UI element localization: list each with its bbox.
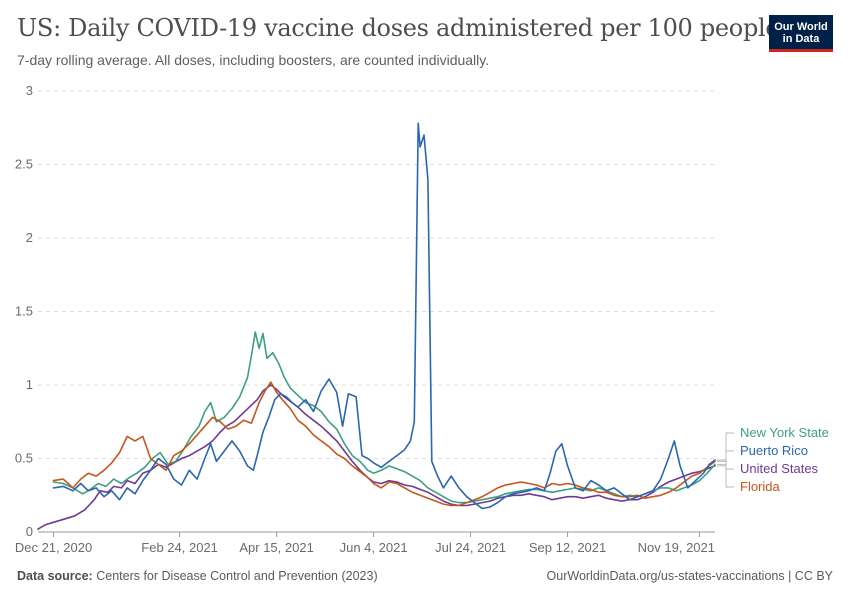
x-tick-label: Nov 19, 2021 [638, 540, 715, 555]
legend-connector-new-york-state [717, 432, 734, 465]
logo-line-1: Our World [774, 21, 828, 33]
legend-label-florida: Florida [740, 479, 781, 494]
x-tick-label: Jul 24, 2021 [435, 540, 506, 555]
data-source-text: Centers for Disease Control and Preventi… [96, 569, 378, 583]
x-tick-label: Sep 12, 2021 [529, 540, 606, 555]
y-tick-label: 0.5 [15, 451, 33, 466]
axis-layer: 0 0.5 1 1.5 2 2.5 3 Dec 21, 2020 Feb 24, 2021 Apr… [15, 83, 715, 555]
series-line-florida [52, 381, 716, 507]
x-tick-label: Jun 4, 2021 [340, 540, 408, 555]
y-tick-label: 3 [26, 83, 33, 98]
legend-connector-florida [717, 460, 734, 488]
legend-label-puerto-rico: Puerto Rico [740, 443, 808, 458]
legend-connector-puerto-rico [717, 450, 734, 461]
x-tick-label: Apr 15, 2021 [239, 540, 313, 555]
data-source: Data source: Centers for Disease Control… [17, 569, 378, 583]
chart-title: US: Daily COVID-19 vaccine doses adminis… [17, 14, 780, 42]
y-tick-label: 0 [26, 524, 33, 539]
y-tick-label: 1 [26, 377, 33, 392]
logo-line-2: in Data [782, 33, 820, 45]
series-line-new-york-state [52, 331, 716, 504]
legend-layer: New York State Puerto Rico United States Fl… [717, 425, 829, 494]
legend-label-new-york-state: New York State [740, 425, 829, 440]
legend-label-united-states: United States [740, 461, 819, 476]
y-tick-label: 2.5 [15, 157, 33, 172]
y-tick-label: 1.5 [15, 304, 33, 319]
series-line-united-states [37, 384, 716, 530]
data-source-label: Data source: [17, 569, 93, 583]
chart-subtitle: 7-day rolling average. All doses, includ… [17, 52, 490, 68]
grid-layer [38, 90, 715, 459]
owid-logo[interactable]: Our World in Data [769, 15, 833, 52]
y-tick-label: 2 [26, 230, 33, 245]
series-layer [37, 122, 716, 530]
source-link[interactable]: OurWorldinData.org/us-states-vaccination… [546, 569, 833, 583]
series-line-puerto-rico [52, 122, 716, 510]
line-chart: 0 0.5 1 1.5 2 2.5 3 Dec 21, 2020 Feb 24, 2021 Apr… [15, 83, 829, 555]
x-tick-label: Feb 24, 2021 [141, 540, 218, 555]
x-tick-label: Dec 21, 2020 [15, 540, 92, 555]
